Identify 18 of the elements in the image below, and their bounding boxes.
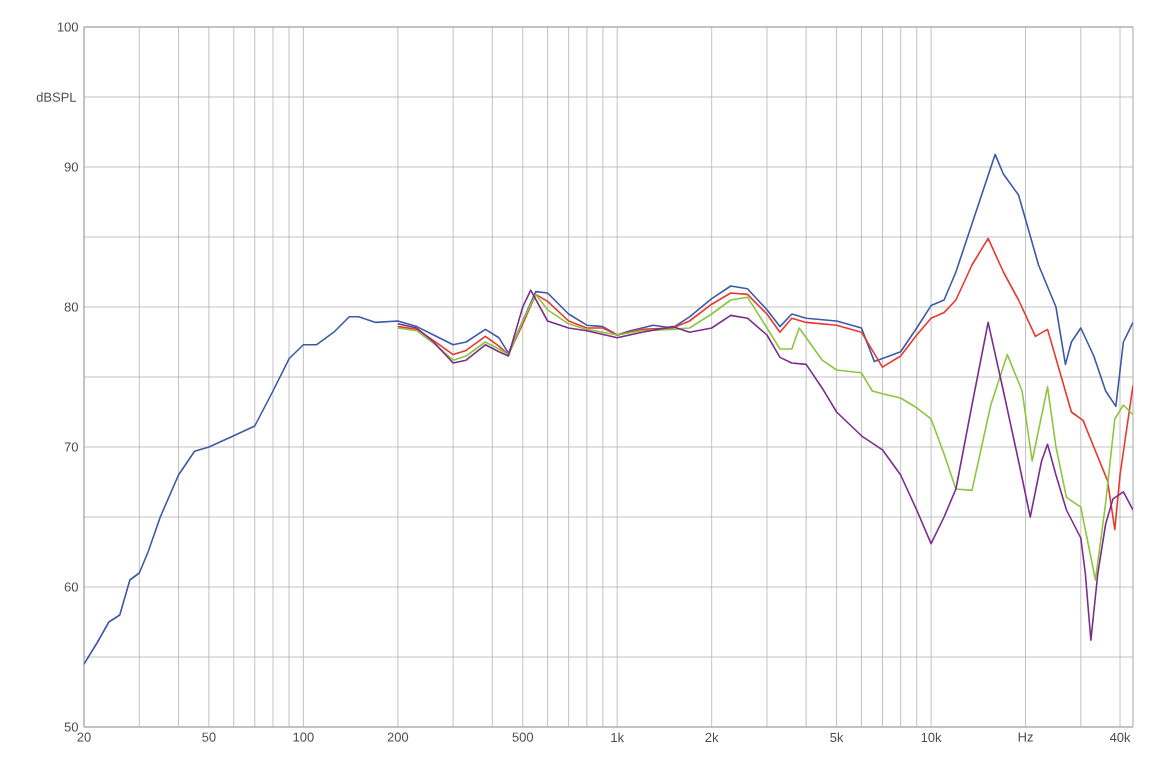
x-tick-label: 100: [293, 732, 314, 742]
x-tick-label: Hz: [1018, 732, 1033, 742]
y-tick-label: 50: [64, 722, 78, 732]
x-tick-label: 1k: [611, 732, 625, 742]
y-tick-label: 60: [64, 582, 78, 592]
x-tick-label: 500: [512, 732, 534, 742]
x-tick-label: 2k: [705, 732, 719, 742]
y-tick-label: 70: [64, 442, 78, 452]
x-tick-label: 10k: [921, 732, 942, 743]
x-tick-label: 5k: [830, 732, 844, 743]
y-tick-label: 100: [57, 22, 78, 32]
x-tick-label: 40k: [1109, 732, 1131, 743]
x-tick-label: 50: [202, 732, 216, 742]
x-tick-label: 20: [77, 732, 91, 742]
x-tick-label: 200: [387, 732, 409, 742]
y-tick-label: 80: [64, 302, 78, 312]
y-tick-label: 90: [64, 162, 78, 172]
y-axis-title: dBSPL: [36, 92, 77, 102]
